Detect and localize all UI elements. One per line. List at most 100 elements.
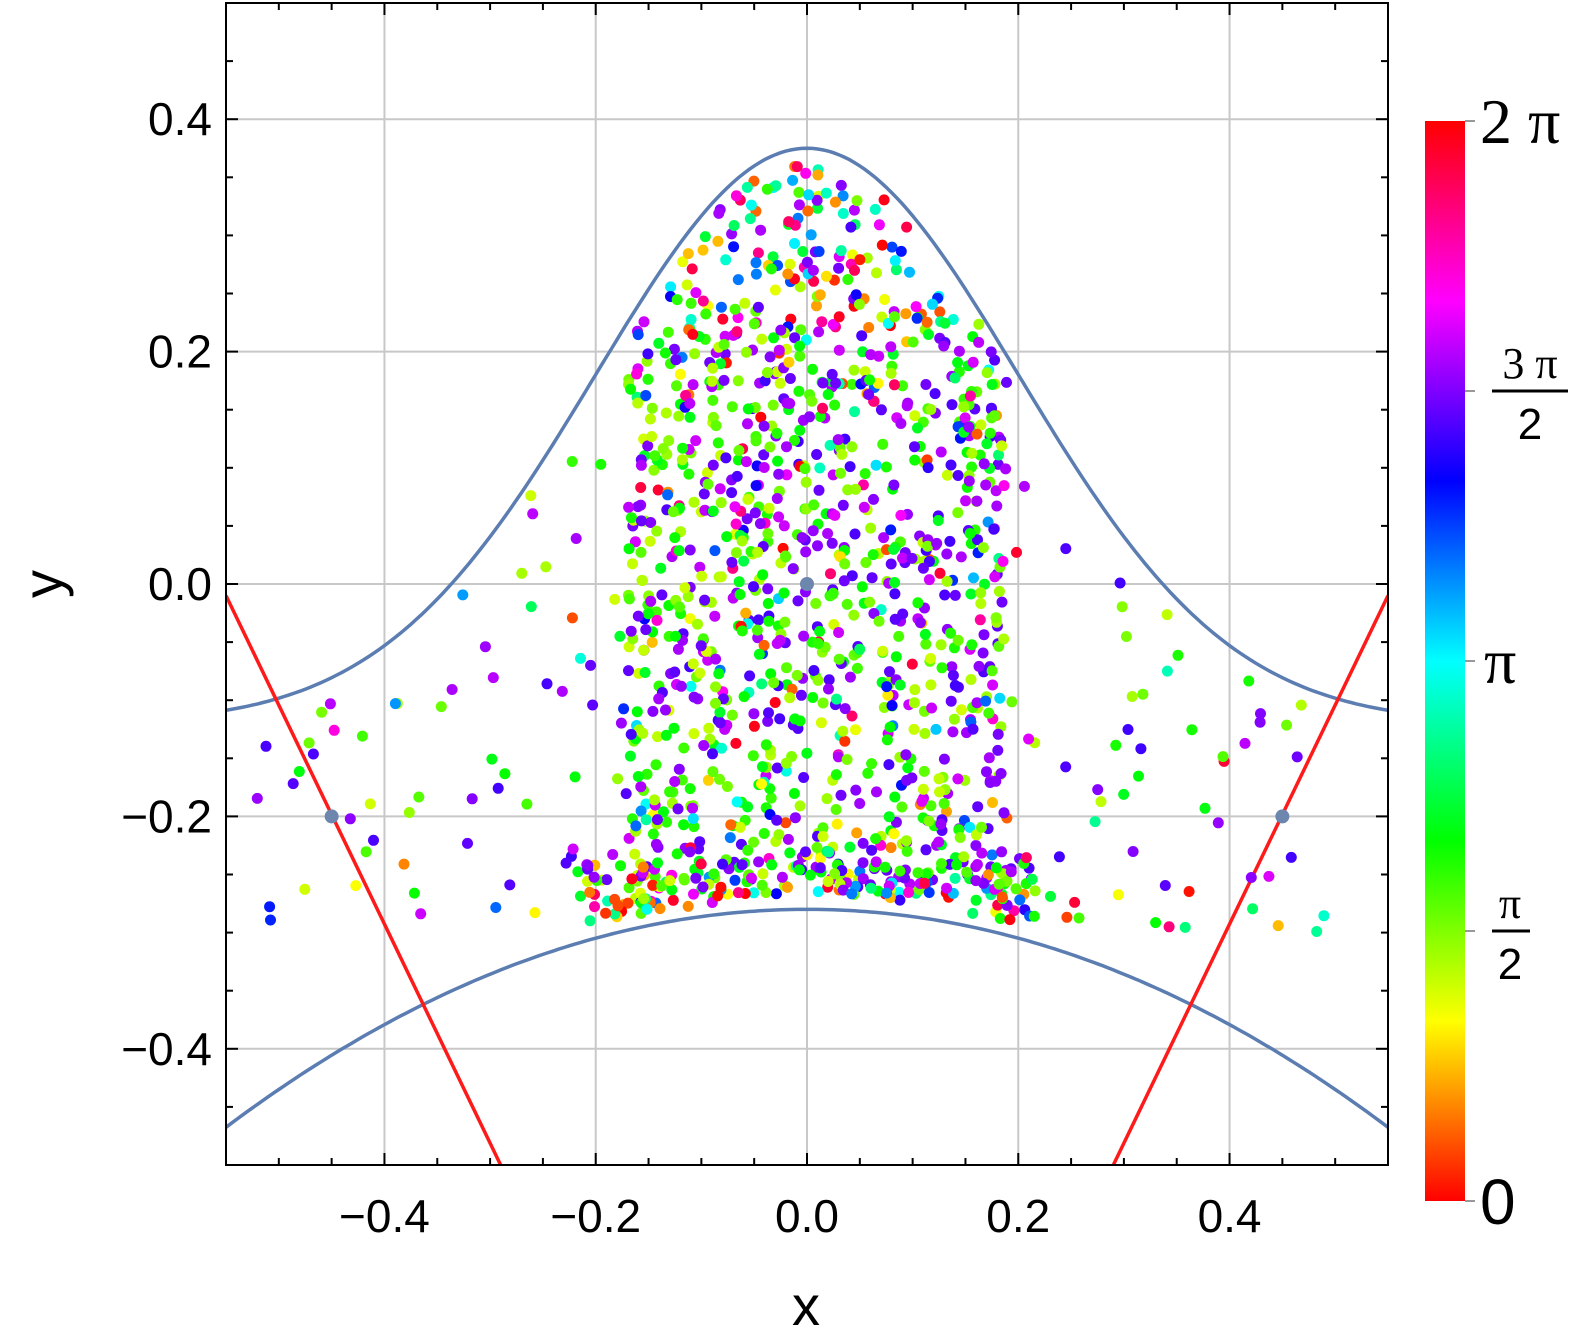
data-point: [934, 567, 946, 579]
data-point: [837, 208, 849, 219]
data-point: [638, 644, 650, 656]
data-point: [516, 567, 528, 579]
data-point: [1161, 665, 1173, 677]
data-point: [800, 546, 812, 558]
data-point: [1179, 921, 1191, 933]
data-point: [408, 887, 420, 899]
data-point: [584, 915, 596, 927]
data-point: [974, 614, 986, 626]
data-point: [761, 367, 773, 378]
data-point: [641, 903, 653, 915]
data-point: [989, 571, 1001, 583]
data-point: [652, 731, 663, 743]
data-point: [770, 180, 782, 192]
data-point: [684, 544, 696, 556]
data-point: [640, 814, 652, 826]
data-point: [1060, 761, 1072, 773]
data-point: [607, 849, 619, 860]
data-point: [850, 784, 862, 796]
data-point: [971, 859, 983, 870]
data-point: [944, 535, 956, 547]
data-point: [572, 866, 584, 878]
data-point: [885, 558, 897, 570]
data-point: [837, 190, 849, 202]
data-point: [689, 348, 701, 360]
data-point: [328, 724, 340, 736]
data-point: [922, 540, 934, 552]
data-point: [714, 773, 725, 785]
data-point: [975, 587, 987, 599]
data-point: [781, 469, 793, 481]
data-point: [1011, 546, 1022, 558]
data-point: [642, 608, 654, 620]
data-point: [768, 677, 780, 689]
data-point: [787, 563, 799, 575]
data-point: [695, 640, 707, 652]
data-point: [879, 294, 891, 305]
data-point: [736, 625, 748, 637]
data-point: [674, 601, 685, 613]
data-point: [734, 821, 746, 833]
data-point: [866, 758, 878, 770]
data-point: [647, 828, 659, 840]
data-point: [587, 699, 599, 711]
data-point: [773, 829, 785, 841]
data-point: [863, 322, 875, 333]
data-point: [729, 501, 741, 513]
data-point: [560, 857, 572, 869]
data-point: [807, 264, 819, 276]
colorbar: 2 π 3 π 2 π π 2 0: [1425, 86, 1568, 1238]
data-point: [765, 263, 777, 275]
data-point: [725, 819, 737, 831]
data-point: [1311, 926, 1323, 937]
data-point: [682, 591, 694, 603]
data-point: [858, 501, 870, 513]
data-point: [838, 575, 850, 587]
data-point: [726, 228, 738, 240]
data-point: [307, 748, 319, 760]
data-point: [646, 402, 658, 414]
data-point: [970, 840, 982, 851]
data-point: [978, 629, 990, 641]
data-point: [615, 717, 627, 729]
data-point: [848, 609, 860, 621]
data-point: [668, 343, 680, 355]
data-point: [998, 807, 1010, 819]
data-point: [801, 747, 813, 759]
data-point: [796, 532, 808, 544]
data-point: [966, 461, 978, 473]
data-point: [749, 507, 761, 519]
data-point: [757, 569, 769, 581]
data-point: [851, 827, 863, 839]
data-point: [996, 891, 1008, 903]
data-point: [815, 717, 827, 729]
data-point: [625, 383, 637, 395]
data-point: [793, 199, 805, 211]
data-point: [902, 762, 914, 774]
data-point: [812, 169, 824, 181]
tick-labels: −0.4 −0.2 0.0 0.2 0.4 −0.4 −0.2 0.0 0.2 0.4: [121, 93, 1261, 1242]
data-point: [1112, 889, 1124, 901]
y-tick-label: −0.4: [121, 1023, 212, 1075]
data-point: [623, 501, 635, 513]
data-point: [1133, 770, 1144, 782]
data-point: [752, 546, 764, 558]
data-point: [793, 385, 805, 397]
data-point: [972, 534, 983, 546]
data-point: [963, 475, 975, 487]
data-point: [827, 587, 839, 599]
data-point: [740, 607, 752, 619]
data-point: [609, 593, 621, 605]
data-point: [869, 203, 881, 215]
data-point: [771, 493, 783, 504]
data-point: [807, 692, 819, 703]
data-point: [823, 683, 834, 695]
data-point: [660, 729, 672, 741]
data-point: [1245, 872, 1257, 883]
data-point: [945, 627, 957, 639]
data-point: [800, 167, 812, 179]
data-point: [744, 670, 756, 682]
data-point: [671, 848, 683, 860]
data-point: [748, 318, 760, 330]
data-point: [717, 858, 728, 870]
